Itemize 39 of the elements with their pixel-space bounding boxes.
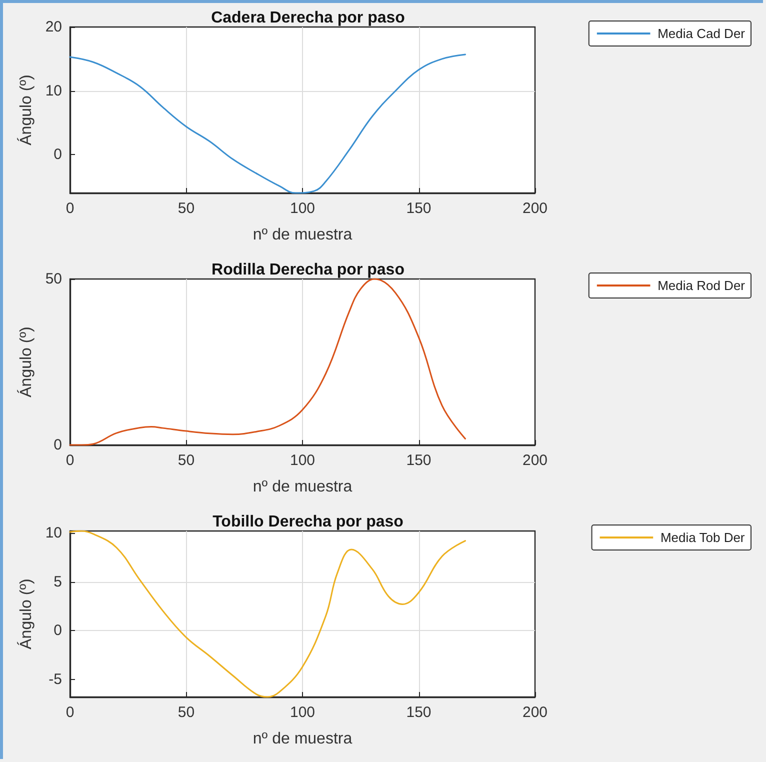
x-axis-title: nº de muestra bbox=[252, 730, 352, 748]
x-axis-title: nº de muestra bbox=[252, 478, 352, 496]
chart-title: Cadera Derecha por paso bbox=[211, 10, 406, 26]
x-axis-title: nº de muestra bbox=[252, 226, 352, 244]
y-tick-label: -5 bbox=[48, 670, 62, 688]
x-tick-label: 200 bbox=[522, 704, 548, 721]
legend-label: Media Tob Der bbox=[660, 530, 746, 545]
line-series bbox=[69, 54, 466, 194]
y-axis-title: Ángulo (º) bbox=[16, 326, 35, 398]
x-tick-label: 50 bbox=[178, 200, 195, 217]
y-tick-label: 5 bbox=[54, 573, 62, 590]
line-series bbox=[69, 278, 466, 446]
y-tick-label: 0 bbox=[54, 436, 62, 454]
chart-title: Rodilla Derecha por paso bbox=[212, 262, 405, 278]
x-tick-label: 100 bbox=[290, 704, 316, 721]
y-tick-label: 20 bbox=[45, 18, 62, 36]
x-tick-label: 150 bbox=[406, 452, 432, 469]
x-tick-label: 0 bbox=[66, 452, 74, 469]
legend-label: Media Cad Der bbox=[658, 26, 746, 41]
x-tick-label: 150 bbox=[406, 704, 432, 721]
x-tick-label: 50 bbox=[178, 452, 195, 469]
x-tick-label: 100 bbox=[290, 452, 316, 469]
x-tick-label: 100 bbox=[290, 200, 316, 217]
y-axis-title: Ángulo (º) bbox=[16, 578, 35, 650]
x-tick-label: 0 bbox=[66, 704, 74, 721]
line-series bbox=[69, 530, 466, 698]
x-tick-label: 150 bbox=[406, 200, 432, 217]
y-axis-title: Ángulo (º) bbox=[16, 74, 35, 146]
y-tick-label: 50 bbox=[45, 270, 62, 288]
chart-title: Tobillo Derecha por paso bbox=[212, 514, 404, 530]
y-tick-label: 10 bbox=[45, 82, 62, 100]
x-tick-label: 50 bbox=[178, 704, 195, 721]
y-tick-label: 0 bbox=[54, 622, 62, 640]
x-tick-label: 0 bbox=[66, 200, 74, 217]
y-tick-label: 0 bbox=[54, 146, 62, 164]
x-tick-label: 200 bbox=[522, 200, 548, 217]
x-tick-label: 200 bbox=[522, 452, 548, 469]
y-tick-label: 10 bbox=[45, 524, 62, 542]
legend-label: Media Rod Der bbox=[658, 278, 746, 293]
